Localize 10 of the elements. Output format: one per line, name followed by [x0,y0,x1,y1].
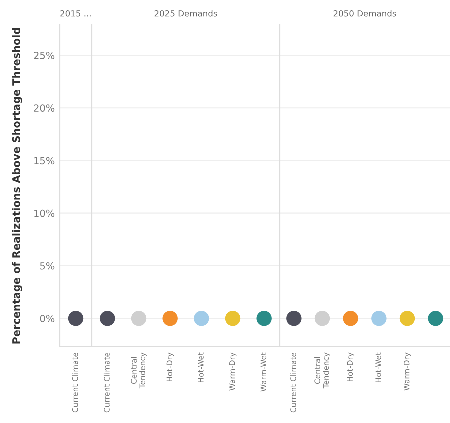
y-tick-label: 20% [34,104,55,112]
chart-title: 2015 ... [60,10,91,17]
y-axis-title: Percentage of Realizations Above Shortage Threshold [12,28,22,344]
chart-title: 2025 Demands [154,10,218,17]
y-tick-label: 0% [40,315,55,322]
y-tick-label: 10% [34,210,55,218]
y-tick-label: 5% [40,262,55,270]
chart-title: 2050 Demands [334,10,396,17]
y-tick-label: 15% [34,157,55,165]
y-tick-label: 25% [34,52,55,60]
